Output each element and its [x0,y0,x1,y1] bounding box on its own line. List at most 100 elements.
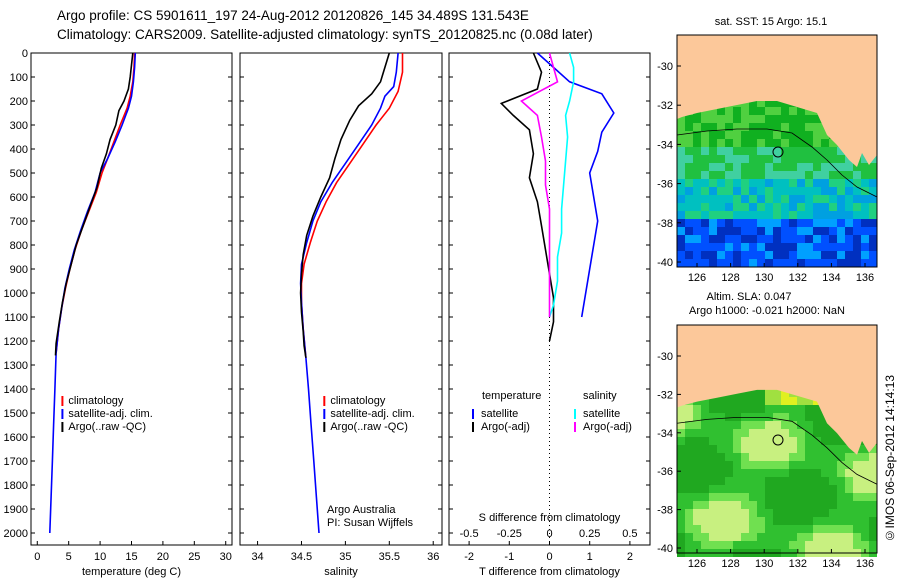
sla-map [676,324,878,557]
map-cell [853,195,861,203]
map-cell [773,227,781,235]
map-cell [733,147,741,155]
temperature-legend-label: satellite-adj. clim. [68,408,152,420]
salinity-xtick-label: 34 [251,551,263,563]
map-cell [685,211,693,219]
map-cell [813,461,821,469]
map-cell [869,469,877,477]
map-cell [685,461,693,469]
map-cell [757,195,765,203]
map-cell [725,235,733,243]
map-cell [789,163,797,171]
map-cell [797,203,805,211]
map-cell [853,509,861,517]
map-cell [765,541,773,549]
map-cell [789,461,797,469]
map-cell [773,211,781,219]
map-cell [765,429,773,437]
map-cell [805,107,813,115]
map-cell [861,453,869,461]
difference-series-line [499,52,555,342]
map-cell [765,405,773,413]
map-cell [717,243,725,251]
map-cell [725,533,733,541]
map-cell [765,421,773,429]
map-cell [685,155,693,163]
map-cell [869,501,877,509]
map-cell [749,405,757,413]
argo-position-marker [772,146,784,158]
map-cell [717,429,725,437]
map-cell [765,389,773,397]
map-cell [773,123,781,131]
map-cell [677,541,685,549]
map-cell [765,139,773,147]
map-cell [773,469,781,477]
map-cell [677,179,685,187]
map-cell [797,179,805,187]
map-cell [765,171,773,179]
map-cell [765,203,773,211]
map-cell [725,437,733,445]
map-cell [725,469,733,477]
map-cell [829,227,837,235]
map-cell [797,485,805,493]
map-cell [797,131,805,139]
map-cell [725,211,733,219]
map-cell [693,179,701,187]
map-cell [861,203,869,211]
map-cell [701,397,709,405]
map-cell [701,227,709,235]
map-cell [717,251,725,259]
salinity-diff-tick-label: 0.25 [579,528,600,540]
map-cell [773,243,781,251]
map-cell [805,485,813,493]
map-cell [677,251,685,259]
map-cell [829,517,837,525]
map-cell [829,509,837,517]
map-cell [693,123,701,131]
map-cell [693,227,701,235]
map-cell [861,163,869,171]
map-cell [773,429,781,437]
map-cell [837,445,845,453]
difference-xlabel: T difference from climatology [479,566,620,578]
map-cell [677,115,685,123]
land-area [677,35,877,167]
map-cell [861,155,869,163]
map-cell [789,493,797,501]
map-cell [845,219,853,227]
map-cell [749,107,757,115]
map-cell [717,187,725,195]
map-cell [717,469,725,477]
map-cell [701,413,709,421]
map-cell [773,203,781,211]
map-cell [677,195,685,203]
map-cell [693,163,701,171]
map-cell [805,477,813,485]
sst-map [676,34,878,268]
map-xtick-label: 132 [789,272,807,284]
map-cell [821,517,829,525]
map-cell [853,485,861,493]
map-cell [693,421,701,429]
map-cell [797,171,805,179]
map-cell [717,437,725,445]
map-cell [701,493,709,501]
map-cell [709,147,717,155]
map-cell [717,131,725,139]
map-cell [805,397,813,405]
map-cell [869,179,877,187]
map-cell [797,461,805,469]
map-cell [845,533,853,541]
map-cell [693,235,701,243]
map-cell [717,123,725,131]
map-cell [813,453,821,461]
map-cell [741,171,749,179]
map-cell [829,445,837,453]
map-cell [789,429,797,437]
diff-legend-label: Argo(-adj) [583,421,632,433]
map-cell [685,203,693,211]
map-cell [797,501,805,509]
